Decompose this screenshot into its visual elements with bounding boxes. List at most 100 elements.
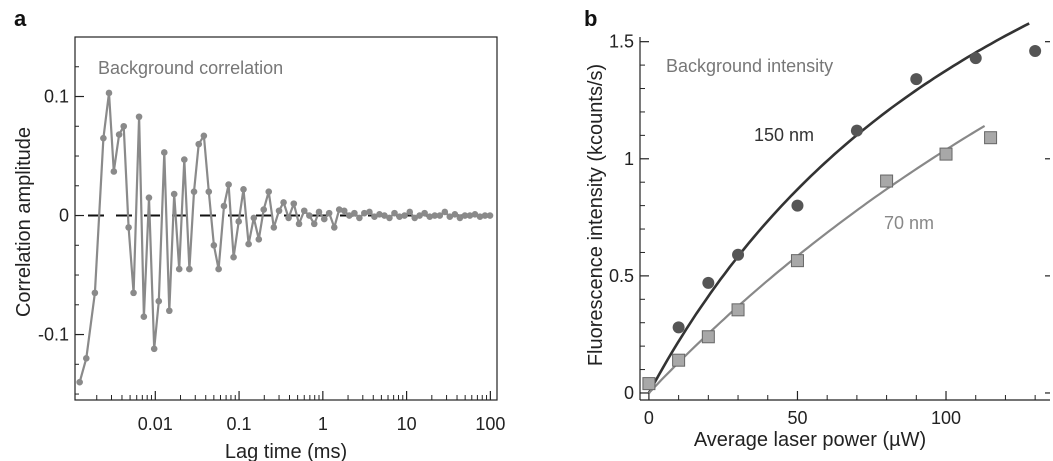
correlation-point <box>230 253 237 261</box>
panel-b-x-axis-title: Average laser power (µW) <box>694 429 926 451</box>
fit-curve-70nm <box>648 124 986 394</box>
correlation-point <box>181 156 188 163</box>
point-150nm <box>969 52 982 65</box>
correlation-point <box>346 212 353 219</box>
correlation-point <box>135 113 143 121</box>
correlation-point <box>386 214 393 222</box>
panel-a-letter: a <box>14 6 27 31</box>
correlation-point <box>340 207 348 215</box>
correlation-point <box>481 212 489 219</box>
x-tick-label: 50 <box>787 408 807 428</box>
correlation-point <box>215 265 222 273</box>
correlation-point <box>125 224 132 231</box>
correlation-point <box>280 199 287 206</box>
series-label-150nm: 150 nm <box>754 125 814 145</box>
point-150nm <box>732 248 745 261</box>
correlation-point <box>466 212 474 219</box>
correlation-point <box>140 313 148 320</box>
correlation-point <box>376 211 383 218</box>
correlation-point <box>371 213 378 221</box>
correlation-point <box>396 213 403 221</box>
point-70nm <box>701 330 715 344</box>
correlation-point <box>300 207 308 215</box>
correlation-point <box>186 265 193 273</box>
correlation-point <box>82 355 90 362</box>
correlation-point <box>275 207 283 215</box>
correlation-point <box>456 214 464 222</box>
panel-a: a 0.01 0.1 1 10 100 0.1 0 -0.1 Background corre… <box>13 6 505 461</box>
correlation-point <box>315 208 323 216</box>
correlation-point <box>306 212 313 219</box>
correlation-point <box>145 194 153 201</box>
correlation-line <box>78 91 490 383</box>
correlation-point <box>220 202 228 210</box>
correlation-point <box>120 122 128 130</box>
correlation-point <box>130 289 137 297</box>
correlation-point <box>210 241 218 249</box>
panel-a-x-axis-title: Lag time (ms) <box>225 441 347 461</box>
correlation-point <box>320 215 328 223</box>
y-tick-label: 0 <box>624 383 634 403</box>
correlation-point <box>225 181 232 188</box>
correlation-point <box>166 307 173 315</box>
correlation-point <box>351 209 358 217</box>
correlation-point <box>155 297 163 305</box>
correlation-point <box>471 211 479 218</box>
series-label-70nm: 70 nm <box>884 213 934 233</box>
correlation-point <box>295 220 303 228</box>
panel-a-plot-frame <box>74 36 498 401</box>
correlation-point <box>285 214 292 222</box>
point-150nm <box>910 73 923 86</box>
y-tick-label: 1.5 <box>609 32 634 52</box>
y-tick-label: 0 <box>59 206 69 226</box>
point-150nm <box>1029 45 1042 58</box>
correlation-point <box>250 214 258 222</box>
panel-b-letter: b <box>584 6 597 31</box>
x-tick-label: 10 <box>397 414 417 434</box>
correlation-point <box>190 188 198 196</box>
correlation-point <box>105 89 113 97</box>
y-tick-label: -0.1 <box>38 325 69 345</box>
correlation-point <box>361 209 368 217</box>
panel-b: b 0 50 100 0 0.5 1 1.5 Background intensity 15… <box>584 6 1050 451</box>
correlation-point <box>170 190 178 198</box>
correlation-point <box>290 200 298 207</box>
point-70nm <box>790 254 804 268</box>
fit-curve-150nm <box>647 22 1030 394</box>
correlation-point <box>406 208 414 216</box>
correlation-point <box>205 188 213 196</box>
point-70nm <box>984 131 998 145</box>
correlation-point <box>260 206 268 213</box>
correlation-point <box>411 214 419 222</box>
y-tick-label: 0.1 <box>44 87 69 107</box>
correlation-point <box>115 131 123 138</box>
correlation-point <box>421 209 428 217</box>
correlation-point <box>160 149 168 156</box>
panel-a-ticks: 0.01 0.1 1 10 100 0.1 0 -0.1 <box>38 36 505 434</box>
y-tick-label: 1 <box>624 149 634 169</box>
x-tick-label: 1 <box>318 414 328 434</box>
panel-b-y-axis-title: Fluorescence intensity (kcounts/s) <box>585 64 607 366</box>
correlation-point <box>436 212 444 219</box>
correlation-point <box>200 132 208 140</box>
point-70nm <box>672 353 686 367</box>
panel-a-series <box>76 89 494 386</box>
correlation-point <box>391 209 398 217</box>
y-tick-label: 0.5 <box>609 266 634 286</box>
panel-a-y-axis-title: Correlation amplitude <box>13 127 35 317</box>
point-70nm <box>731 303 745 317</box>
panel-b-ticks: 0 50 100 0 0.5 1 1.5 <box>609 32 1050 428</box>
point-150nm <box>791 199 804 212</box>
x-tick-label: 0.1 <box>227 414 252 434</box>
panel-b-points <box>642 45 1042 391</box>
correlation-point <box>270 224 278 231</box>
correlation-point <box>335 206 343 213</box>
correlation-point <box>235 218 243 225</box>
correlation-point <box>265 188 273 196</box>
correlation-point <box>245 240 252 248</box>
correlation-point <box>150 345 158 353</box>
correlation-point <box>175 265 183 273</box>
correlation-point <box>255 236 263 243</box>
correlation-point <box>446 213 454 221</box>
correlation-point <box>416 212 423 219</box>
